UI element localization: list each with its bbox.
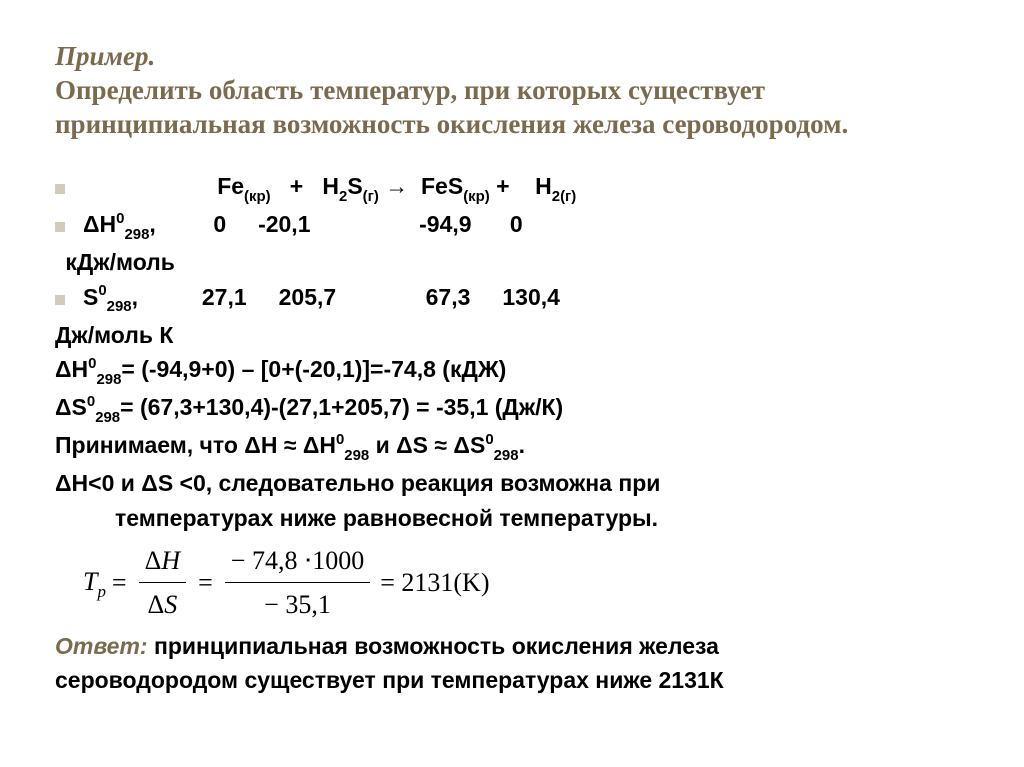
frac-dH-dS: ΔH ΔS [139, 541, 187, 624]
bullet-icon [55, 184, 65, 194]
content-block: Fe(кр) + H2S(г) → FeS(кр) + H2(г) ΔH0298… [55, 169, 969, 624]
bullet-icon [55, 295, 65, 305]
formula-result: = 2131(K) [380, 563, 489, 602]
title-text: Определить область температур, при котор… [55, 75, 848, 139]
answer-label: Ответ: [55, 633, 148, 659]
enthalpy-row: ΔH0298, 0 -20,1 -94,9 0 [55, 207, 969, 245]
example-label: Пример. [55, 41, 155, 71]
Tp-symbol: Tp [83, 562, 106, 604]
answer-text-2: сероводородом существует при температура… [55, 667, 724, 693]
enthalpy-unit: кДж/моль [59, 245, 969, 280]
entropy-values: S0298, 27,1 205,7 67,3 130,4 [83, 280, 560, 318]
condition-line-2: температурах ниже равновесной температур… [115, 501, 969, 536]
dS-calc: ΔS0298= (67,3+130,4)-(27,1+205,7) = -35,… [55, 390, 969, 428]
dH-calc: ΔH0298= (-94,9+0) – [0+(-20,1)]=-74,8 (к… [55, 352, 969, 390]
slide-title: Пример. Определить область температур, п… [55, 40, 969, 141]
answer-block: Ответ: принципиальная возможность окисле… [55, 630, 969, 697]
bullet-icon [55, 222, 65, 232]
enthalpy-values: ΔH0298, 0 -20,1 -94,9 0 [83, 207, 523, 245]
entropy-unit: Дж/моль К [55, 318, 969, 353]
entropy-row: S0298, 27,1 205,7 67,3 130,4 [55, 280, 969, 318]
condition-line-1: ΔH<0 и ΔS <0, следовательно реакция возм… [55, 466, 969, 501]
reaction-row: Fe(кр) + H2S(г) → FeS(кр) + H2(г) [55, 169, 969, 207]
answer-text-1: принципиальная возможность окисления жел… [148, 633, 719, 659]
frac-values: − 74,8 ⋅1000 − 35,1 [225, 541, 370, 624]
reaction-equation: Fe(кр) + H2S(г) → FeS(кр) + H2(г) [83, 169, 576, 207]
assume-line: Принимаем, что ΔH ≈ ΔH0298 и ΔS ≈ ΔS0298… [55, 428, 969, 466]
temperature-formula: Tp = ΔH ΔS = − 74,8 ⋅1000 − 35,1 = 2131(… [83, 541, 969, 624]
slide: Пример. Определить область температур, п… [0, 0, 1024, 727]
